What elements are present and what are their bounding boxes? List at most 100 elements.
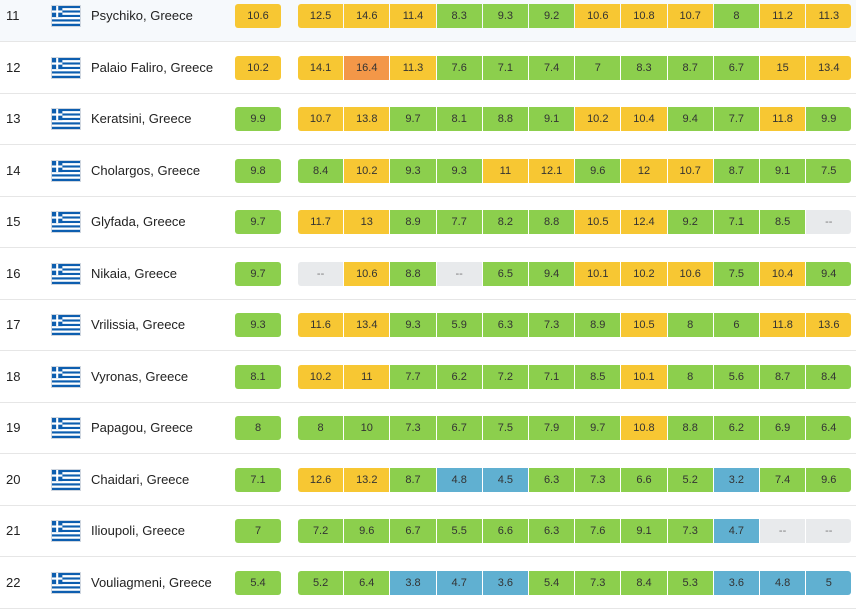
average-value-cell: 9.8 [235,158,281,183]
month-value-cell: 6.4 [806,416,852,440]
month-value-cell: 12.1 [529,158,575,183]
month-value-cell: 12.6 [298,467,344,492]
month-value-cell: 10.7 [298,107,344,131]
month-value-cell: 8.4 [806,364,852,389]
rank-number: 12 [6,59,21,75]
month-value-cell: 5 [806,570,852,595]
table-row[interactable]: 11 Psychiko, Greece 10.6 12.5 14.6 11.4 8.3 9.3… [0,0,856,42]
rank-number: 18 [6,368,21,384]
month-value-cell: 5.3 [667,570,713,595]
month-value-cell: -- [760,519,806,543]
city-name: Nikaia, Greece [91,265,177,281]
table-row[interactable]: 12 Palaio Faliro, Greece 10.2 14.1 16.4 11.3 7… [0,43,856,94]
month-value-cell: 6.6 [482,519,528,543]
average-value-cell: 7 [235,519,281,543]
greece-flag-icon [52,572,80,593]
table-row[interactable]: 15 Glyfada, Greece 9.7 11.7 13 8.9 7.7 8.2 8.8 10… [0,197,856,248]
month-value-cell: 7.2 [482,364,528,389]
greece-flag-icon [52,469,80,490]
month-value-cell: 10.7 [667,4,713,28]
month-value-cell: 8 [667,364,713,389]
city-name: Chaidari, Greece [91,471,190,487]
month-value-cell: 12.5 [298,4,344,28]
rank-number: 15 [6,214,21,229]
greece-flag-icon [52,366,80,387]
average-value-cell: 9.3 [235,313,281,337]
month-value-cell: 7.1 [482,55,528,80]
month-value-cell: 9.4 [806,261,852,286]
month-value-cell: 3.6 [482,570,528,595]
month-value-cell: 10.8 [621,4,667,28]
month-value-cell: 3.8 [390,570,436,595]
table-row[interactable]: 19 Papagou, Greece 8 8 10 7.3 6.7 7.5 7.9 9.7 10.8… [0,403,856,454]
month-value-cell: 8.4 [298,158,344,183]
month-value-cell: 11.7 [298,210,344,234]
month-value-cell: 9.3 [436,158,482,183]
month-value-cell: 4.8 [760,570,806,595]
month-value-cell: 10.5 [575,210,621,234]
greece-flag-icon [52,418,80,438]
month-value-cell: 8.4 [621,570,667,595]
greece-flag-icon [52,521,80,541]
month-value-cell: 9.3 [390,313,436,337]
month-value-cell: 11.3 [806,4,852,28]
month-value-cell: 7.4 [529,55,575,80]
table-row[interactable]: 22 Vouliagmeni, Greece 5.4 5.2 6.4 3.8 4.7 3.6 5… [0,558,856,609]
month-value-cell: 9.3 [390,158,436,183]
month-value-cell: 7.1 [713,210,759,234]
greece-flag-icon [52,263,80,284]
table-row[interactable]: 14 Cholargos, Greece 9.8 8.4 10.2 9.3 9.3 11 12.… [0,146,856,197]
month-value-cell: 13.8 [344,107,390,131]
month-value-cell: 7.5 [482,416,528,440]
greece-flag-icon [52,6,80,26]
month-value-cell: 8.5 [575,364,621,389]
greece-flag-icon [52,109,80,129]
average-value-cell: 9.7 [235,210,281,234]
month-value-cell: 10.6 [344,261,390,286]
rank-number: 13 [6,111,21,126]
table-row[interactable]: 21 Ilioupoli, Greece 7 7.2 9.6 6.7 5.5 6.6 6.3 7.… [0,506,856,557]
average-value-cell: 9.9 [235,107,281,131]
table-row[interactable]: 17 Vrilissia, Greece 9.3 11.6 13.4 9.3 5.9 6.3 7… [0,300,856,351]
city-name: Papagou, Greece [91,420,193,435]
month-value-cell: 7 [575,55,621,80]
month-value-cell: 8.8 [667,416,713,440]
month-value-cell: 7.5 [713,261,759,286]
month-value-cell: 9.4 [529,261,575,286]
month-value-cell: 3.6 [713,570,759,595]
average-value-cell: 8.1 [235,364,281,389]
month-value-cell: 5.6 [713,364,759,389]
city-name: Psychiko, Greece [91,8,193,23]
month-value-cell: 8.3 [436,4,482,28]
month-value-cell: 11.6 [298,313,344,337]
month-value-cell: 7.3 [390,416,436,440]
month-value-cell: 8.5 [760,210,806,234]
rank-number: 22 [6,574,21,590]
month-value-cell: 9.6 [344,519,390,543]
table-row[interactable]: 18 Vyronas, Greece 8.1 10.2 11 7.7 6.2 7.2 7.1 8.… [0,352,856,403]
month-value-cell: 3.2 [713,467,759,492]
month-value-cell: 9.2 [667,210,713,234]
average-value-cell: 7.1 [235,467,281,492]
month-value-cell: 9.9 [806,107,852,131]
rank-number: 21 [6,523,21,538]
month-value-cell: 7.4 [760,467,806,492]
month-value-cell: 6.3 [529,519,575,543]
month-value-cell: 10.1 [575,261,621,286]
month-value-cell: 7.7 [436,210,482,234]
month-value-cell: 8.2 [482,210,528,234]
table-row[interactable]: 16 Nikaia, Greece 9.7 -- 10.6 8.8 -- 6.5 9.4 10.1… [0,249,856,300]
rank-number: 17 [6,317,21,332]
month-value-cell: 10.6 [667,261,713,286]
city-name: Cholargos, Greece [91,162,201,178]
table-row[interactable]: 13 Keratsini, Greece 9.9 10.7 13.8 9.7 8.1 8.8 9… [0,94,856,145]
month-value-cell: 9.4 [667,107,713,131]
month-value-cell: 9.6 [575,158,621,183]
table-row[interactable]: 20 Chaidari, Greece 7.1 12.6 13.2 8.7 4.8 4.5 6.… [0,455,856,506]
month-value-cell: 6.7 [390,519,436,543]
month-value-cell: 9.2 [529,4,575,28]
month-value-cell: 5.4 [529,570,575,595]
month-value-cell: 6.7 [436,416,482,440]
month-value-cell: 7.6 [575,519,621,543]
rank-number: 20 [6,471,21,487]
